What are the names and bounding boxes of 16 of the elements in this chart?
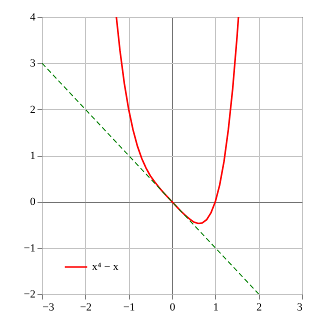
x-tick-label: 2 xyxy=(256,302,262,314)
x-tick-label: −2 xyxy=(80,302,92,314)
x-tick-label: −3 xyxy=(42,302,55,314)
x-tick-label: 1 xyxy=(213,302,219,314)
y-tick-label: 2 xyxy=(30,104,36,116)
x-tick-label: −1 xyxy=(123,302,136,314)
legend-label: x⁴ − x xyxy=(92,261,120,273)
line-series xyxy=(116,17,240,224)
y-tick-label: −2 xyxy=(24,288,36,300)
y-tick-label: 1 xyxy=(30,150,36,162)
y-tick-label: 4 xyxy=(30,12,36,24)
y-tick-label: 0 xyxy=(30,196,36,208)
y-tick-label: −1 xyxy=(24,242,36,254)
y-tick-label: 3 xyxy=(30,58,36,70)
x-tick-label: 3 xyxy=(297,302,303,314)
x-tick-label: 0 xyxy=(170,302,176,314)
